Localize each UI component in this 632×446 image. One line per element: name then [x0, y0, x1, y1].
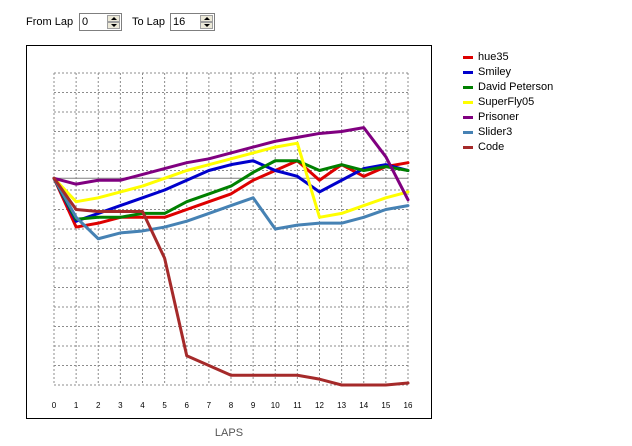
x-tick-label: 9 [251, 401, 256, 410]
to-lap-arrows[interactable] [200, 15, 213, 29]
chart-legend: hue35 Smiley David Peterson SuperFly05 Priso… [463, 50, 623, 155]
legend-item: Slider3 [463, 125, 623, 140]
legend-item: Code [463, 140, 623, 155]
arrow-down-icon [203, 24, 210, 27]
series-line-smiley [52, 159, 410, 223]
legend-swatch [463, 146, 473, 149]
lap-chart-svg: 0 1 2 3 4 5 6 7 8 9 10 11 12 13 14 15 16 [52, 72, 413, 410]
legend-item: hue35 [463, 50, 623, 65]
series-line-prisoner [52, 126, 410, 202]
from-lap-down-button[interactable] [107, 22, 120, 29]
series-line-code [52, 176, 410, 387]
from-lap-arrows[interactable] [107, 15, 120, 29]
legend-label: Code [478, 141, 505, 153]
x-tick-label: 14 [359, 401, 368, 410]
arrow-up-icon [203, 17, 210, 20]
x-tick-label: 6 [185, 401, 190, 410]
lap-chart: 0 1 2 3 4 5 6 7 8 9 10 11 12 13 14 15 16 [26, 45, 432, 419]
to-lap-label: To Lap [132, 16, 166, 28]
series-line-david-peterson [52, 159, 410, 221]
to-lap-up-button[interactable] [200, 15, 213, 22]
series-line-hue35 [52, 159, 410, 229]
x-tick-label: 12 [315, 401, 324, 410]
legend-label: David Peterson [478, 81, 554, 93]
series-line-superfly05 [52, 141, 410, 219]
x-tick-label: 16 [404, 401, 413, 410]
series-line-slider3 [52, 176, 410, 241]
legend-item: David Peterson [463, 80, 623, 95]
from-lap-label: From Lap [26, 16, 74, 28]
legend-label: Prisoner [478, 111, 519, 123]
arrow-up-icon [110, 17, 117, 20]
x-tick-label: 15 [381, 401, 390, 410]
legend-item: Smiley [463, 65, 623, 80]
legend-swatch [463, 116, 473, 119]
to-lap-input[interactable] [172, 15, 202, 29]
x-tick-label: 1 [74, 401, 79, 410]
x-tick-label: 13 [337, 401, 346, 410]
from-lap-spinner[interactable] [79, 13, 122, 31]
from-lap-input[interactable] [81, 15, 109, 29]
x-tick-label: 4 [140, 401, 145, 410]
x-tick-label: 10 [271, 401, 280, 410]
x-tick-label: 3 [118, 401, 123, 410]
legend-label: SuperFly05 [478, 96, 535, 108]
legend-label: hue35 [478, 51, 509, 63]
to-lap-spinner[interactable] [170, 13, 215, 31]
x-tick-label: 2 [96, 401, 101, 410]
legend-swatch [463, 71, 473, 74]
legend-item: SuperFly05 [463, 95, 623, 110]
arrow-down-icon [110, 24, 117, 27]
x-tick-label: 7 [207, 401, 212, 410]
legend-label: Slider3 [478, 126, 513, 138]
x-tick-label: 8 [229, 401, 234, 410]
x-tick-label: 0 [52, 401, 57, 410]
legend-swatch [463, 131, 473, 134]
legend-item: Prisoner [463, 110, 623, 125]
to-lap-down-button[interactable] [200, 22, 213, 29]
legend-swatch [463, 56, 473, 59]
legend-swatch [463, 101, 473, 104]
legend-label: Smiley [478, 66, 512, 78]
from-lap-up-button[interactable] [107, 15, 120, 22]
legend-swatch [463, 86, 473, 89]
x-tick-label: 11 [293, 401, 302, 410]
x-tick-label: 5 [162, 401, 167, 410]
toolbar: From Lap To Lap [0, 0, 632, 40]
x-axis-label: LAPS [214, 427, 244, 439]
